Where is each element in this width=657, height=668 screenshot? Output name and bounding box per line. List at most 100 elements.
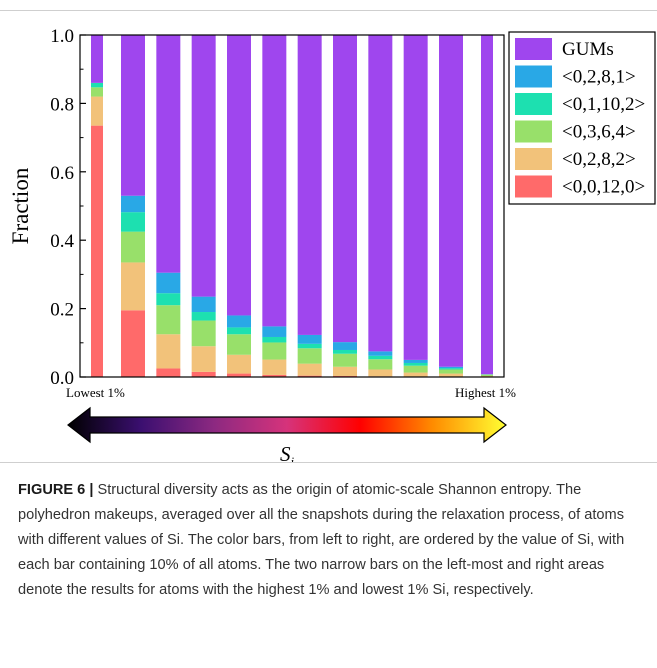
bar-segment-6-series-5 (262, 326, 287, 337)
legend-box (508, 31, 656, 205)
bar-segment-3-series-6 (156, 35, 181, 273)
bar-segment-7-series-3 (297, 348, 322, 364)
bar-segment-8-series-6 (333, 35, 357, 343)
bar-segment-2-series-1 (121, 310, 145, 377)
bar-segment-10-series-5 (403, 359, 428, 363)
y-tick-label: 0.4 (50, 231, 74, 252)
bar-segment-4-series-4 (191, 312, 216, 321)
top-rule (0, 10, 657, 11)
bar-segment-7-series-4 (297, 343, 322, 349)
legend-swatch-1 (515, 38, 552, 60)
legend-label-2: <0,2,8,1> (562, 67, 636, 88)
si-subscript: i (290, 454, 294, 462)
bar-segment-9-series-5 (368, 351, 393, 356)
bar-segment-11-series-5 (439, 366, 463, 369)
bar-segment-6-series-1 (262, 374, 287, 377)
bar-segment-3-series-5 (156, 272, 181, 294)
bar-segment-4-series-6 (191, 35, 216, 297)
bar-segment-6-series-3 (262, 342, 287, 360)
legend-label-1: GUMs (562, 39, 614, 60)
bar-segment-7-series-5 (297, 334, 322, 344)
bar-segment-9-series-2 (368, 369, 393, 377)
si-label: Si (280, 442, 295, 462)
legend-swatch-2 (515, 65, 552, 88)
bar-segment-9-series-4 (368, 355, 393, 360)
bar-segment-7-series-1 (297, 375, 322, 377)
caption-separator (0, 462, 657, 463)
stacked-bar-chart: 0.0 0.2 0.4 0.6 0.8 1.0 Fraction GUMs <0,2,8,1>… (8, 26, 656, 462)
bar-segment-2-series-5 (121, 195, 145, 213)
legend: GUMs <0,2,8,1> <0,1,10,2> <0,3,6,4> <0,2,8,2… (508, 31, 656, 205)
bar-segment-5-series-5 (227, 315, 251, 328)
figure-label: FIGURE 6 | (18, 482, 94, 498)
caption-text: Structural diversity acts as the origin … (18, 482, 625, 598)
si-arrow-shape (67, 406, 507, 444)
bar-segment-1-series-6 (91, 35, 103, 83)
bar-segment-5-series-4 (227, 327, 251, 335)
bar-segment-8-series-3 (333, 353, 357, 367)
bar-segment-2-series-6 (121, 35, 145, 196)
legend-swatch-6 (515, 175, 552, 198)
bar-segment-11-series-2 (439, 373, 463, 377)
bar-segment-12-series-2 (481, 375, 493, 377)
y-axis-label: Fraction (8, 167, 33, 244)
bar-segment-5-series-1 (227, 373, 251, 377)
bar-segment-4-series-5 (191, 296, 216, 313)
bar-segment-11-series-6 (439, 35, 463, 367)
bar-segment-4-series-2 (191, 346, 216, 372)
bar-segment-5-series-6 (227, 35, 251, 316)
bar-segment-6-series-4 (262, 336, 287, 343)
bar-group (91, 35, 493, 377)
bar-segment-2-series-3 (121, 231, 145, 263)
legend-swatch-4 (515, 120, 552, 143)
y-tick-label: 0.6 (50, 163, 74, 184)
bar-segment-1-series-1 (91, 125, 103, 377)
bar-segment-8-series-5 (333, 342, 357, 350)
highest-label: Highest 1% (455, 385, 516, 400)
bar-segment-12-series-6 (481, 35, 493, 375)
bar-segment-10-series-2 (403, 372, 428, 377)
y-tick-label: 1.0 (50, 26, 74, 47)
y-tick-label: 0.8 (50, 94, 74, 115)
bar-segment-5-series-3 (227, 334, 251, 355)
legend-swatch-5 (515, 148, 552, 170)
lowest-label: Lowest 1% (66, 385, 125, 400)
bar-segment-3-series-2 (156, 334, 181, 369)
bar-segment-10-series-6 (403, 35, 428, 360)
legend-swatch-3 (515, 93, 552, 115)
bar-segment-10-series-4 (403, 362, 428, 366)
legend-label-4: <0,3,6,4> (562, 122, 636, 143)
bar-segment-12-series-3 (481, 374, 493, 376)
legend-label-6: <0,0,12,0> (562, 177, 645, 198)
bar-segment-6-series-6 (262, 35, 287, 327)
bar-segment-1-series-3 (91, 87, 103, 97)
bar-segment-1-series-2 (91, 96, 103, 126)
bar-segment-3-series-3 (156, 305, 181, 335)
bar-segment-6-series-2 (262, 359, 287, 375)
legend-label-5: <0,2,8,2> (562, 149, 636, 170)
bar-segment-5-series-2 (227, 354, 251, 374)
bar-segment-8-series-2 (333, 366, 357, 376)
si-symbol: S (280, 442, 291, 462)
y-tick-label: 0.2 (50, 300, 74, 321)
si-gradient-arrow: Lowest 1% Highest 1% Si (66, 385, 516, 462)
bar-segment-3-series-4 (156, 293, 181, 306)
bar-segment-7-series-6 (297, 35, 322, 335)
axes: 0.0 0.2 0.4 0.6 0.8 1.0 Fraction (8, 26, 505, 389)
bar-segment-11-series-4 (439, 368, 463, 370)
bar-segment-3-series-1 (156, 368, 181, 377)
bar-segment-8-series-4 (333, 349, 357, 354)
bar-segment-10-series-3 (403, 365, 428, 373)
bar-segment-2-series-2 (121, 262, 145, 311)
bar-segment-9-series-3 (368, 359, 393, 370)
y-tick-label: 0.0 (50, 368, 74, 389)
bar-segment-4-series-3 (191, 320, 216, 347)
bar-segment-4-series-1 (191, 371, 216, 377)
bar-segment-1-series-4 (91, 82, 103, 88)
bar-segment-11-series-3 (439, 369, 463, 374)
legend-label-3: <0,1,10,2> (562, 94, 645, 115)
bar-segment-9-series-6 (368, 35, 393, 352)
bar-segment-7-series-2 (297, 363, 322, 376)
figure-caption: FIGURE 6 | Structural diversity acts as … (18, 478, 640, 603)
bar-segment-2-series-4 (121, 212, 145, 232)
